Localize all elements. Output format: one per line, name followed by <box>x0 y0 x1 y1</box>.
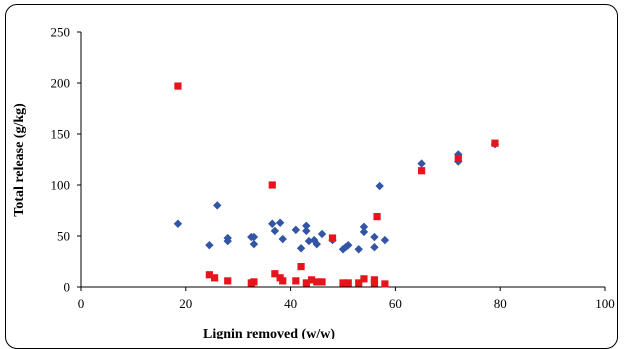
scatter-chart: 0 20 40 60 80 100 0 50 100 150 200 250 Lignin remov… <box>12 25 615 340</box>
square-point <box>205 271 213 279</box>
diamond-point <box>380 235 390 245</box>
diamond-point <box>302 226 311 236</box>
square-point <box>268 181 276 189</box>
diamond-point <box>375 181 384 191</box>
square-point <box>381 280 389 288</box>
square-point <box>339 279 347 287</box>
x-tick-label: 80 <box>494 296 507 311</box>
diamond-point <box>249 232 259 242</box>
diamond-point <box>359 222 369 232</box>
y-tick-label: 0 <box>64 280 71 295</box>
diamond-point <box>317 229 327 239</box>
square-point <box>370 279 379 287</box>
axes <box>77 31 606 291</box>
square-point <box>297 263 305 271</box>
series-2 <box>174 82 499 288</box>
y-tick-label: 200 <box>51 76 71 91</box>
tick-labels: 0 20 40 60 80 100 0 50 100 150 200 250 <box>51 25 615 312</box>
square-point <box>279 277 287 285</box>
diamond-point <box>312 239 321 249</box>
diamond-point <box>417 159 426 168</box>
square-point <box>355 279 363 287</box>
x-tick-label: 20 <box>179 296 192 311</box>
square-point <box>224 277 232 285</box>
y-tick-label: 100 <box>51 178 71 193</box>
y-tick-label: 50 <box>57 229 70 244</box>
square-point <box>373 213 381 221</box>
diamond-point <box>173 219 183 228</box>
diamond-point <box>370 243 379 252</box>
square-point <box>491 139 499 147</box>
x-axis-title: Lignin removed (w/w) <box>203 327 335 339</box>
diamond-point <box>302 221 311 230</box>
x-tick-label: 60 <box>389 296 402 311</box>
square-point <box>318 278 326 286</box>
diamond-point <box>249 239 259 249</box>
diamond-point <box>291 225 301 235</box>
square-point <box>211 274 219 282</box>
square-point <box>454 154 462 163</box>
y-tick-label: 250 <box>51 25 71 40</box>
square-point <box>174 82 182 90</box>
square-point <box>344 279 352 287</box>
diamond-point <box>270 226 280 236</box>
data-points <box>173 82 500 288</box>
diamond-point <box>278 234 287 244</box>
diamond-point <box>213 201 222 210</box>
x-tick-label: 0 <box>78 296 85 311</box>
square-point <box>328 234 337 242</box>
diamond-point <box>275 218 285 227</box>
diamond-point <box>341 243 350 252</box>
x-tick-label: 40 <box>284 296 297 311</box>
diamond-point <box>205 240 214 250</box>
square-point <box>302 279 310 287</box>
y-tick-label: 150 <box>51 127 71 142</box>
square-point <box>360 275 368 283</box>
diamond-point <box>223 236 232 246</box>
chart-frame <box>5 4 618 349</box>
square-point <box>271 270 279 278</box>
square-point <box>292 277 300 285</box>
square-point <box>307 276 316 284</box>
square-point <box>418 167 426 175</box>
square-point <box>250 278 258 286</box>
diamond-point <box>359 227 369 237</box>
diamond-point <box>354 245 363 254</box>
diamond-point <box>370 232 379 242</box>
diamond-point <box>268 219 277 228</box>
series-1 <box>173 140 500 254</box>
diamond-point <box>304 236 314 246</box>
diamond-point <box>296 244 306 253</box>
diamond-point <box>344 240 353 250</box>
x-tick-label: 100 <box>595 296 615 311</box>
y-axis-title: Total release (g/kg) <box>12 103 27 217</box>
square-point <box>313 278 321 286</box>
